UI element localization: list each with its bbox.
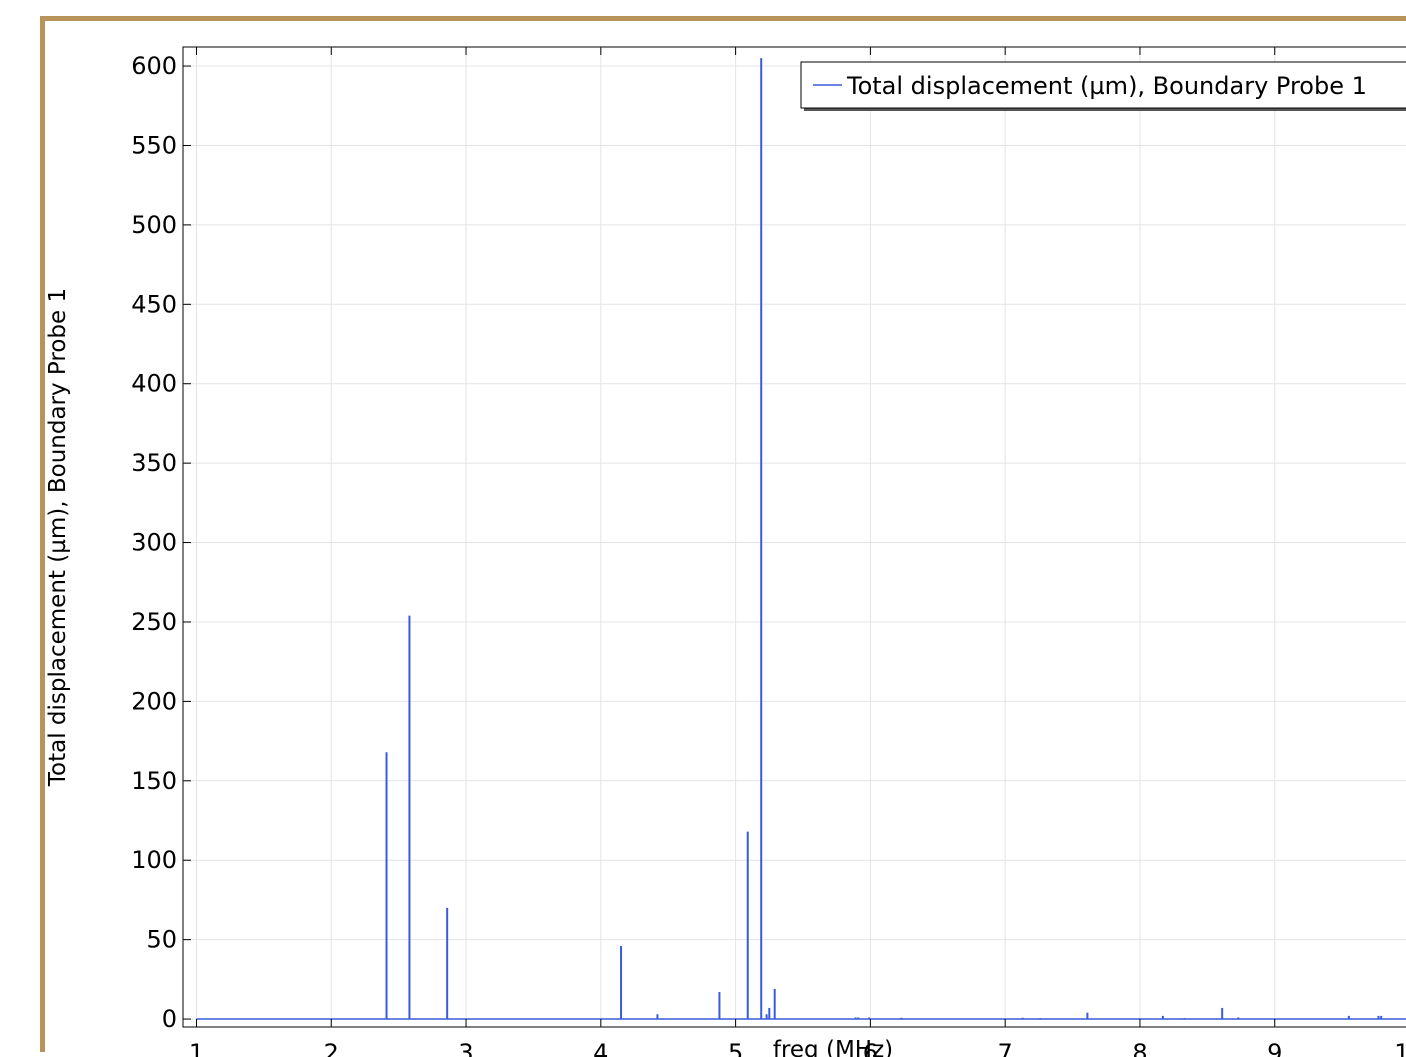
x-axis-title: freq (MHz) [773,1037,893,1057]
x-tick-label: 3 [458,1039,473,1057]
series-layer [196,58,1406,1020]
y-tick-label: 0 [162,1005,177,1033]
x-tick-label: 5 [728,1039,743,1057]
y-tick-label: 50 [146,926,177,954]
x-tick-label: 1 [189,1039,204,1057]
y-tick-label: 300 [131,529,177,557]
y-tick-label: 450 [131,290,177,318]
legend: Total displacement (µm), Boundary Probe … [800,61,1406,111]
y-tick-label: 250 [131,608,177,636]
x-tick-label: 9 [1267,1039,1282,1057]
x-tick-label: 7 [998,1039,1013,1057]
y-axis-title: Total displacement (µm), Boundary Probe … [45,288,71,787]
legend-box [800,61,1406,109]
y-tick-label: 600 [131,52,177,80]
x-tick-label: 2 [324,1039,339,1057]
axis-ticks [183,47,1276,1027]
y-tick-label: 350 [131,449,177,477]
y-tick-label: 200 [131,687,177,715]
x-tick-label: 8 [1132,1039,1147,1057]
x-tick-label: 10 [1394,1039,1406,1057]
x-tick-label: 4 [593,1039,608,1057]
y-tick-label: 500 [131,211,177,239]
plot-area [182,46,1406,1028]
y-tick-labels: 0 50 100 150 200 250 300 350 400 450 500 550 600 [131,52,177,1033]
legend-label: Total displacement (µm), Boundary Probe … [846,72,1367,100]
y-tick-label: 550 [131,131,177,159]
y-tick-label: 100 [131,846,177,874]
y-tick-label: 400 [131,370,177,398]
y-tick-label: 150 [131,767,177,795]
